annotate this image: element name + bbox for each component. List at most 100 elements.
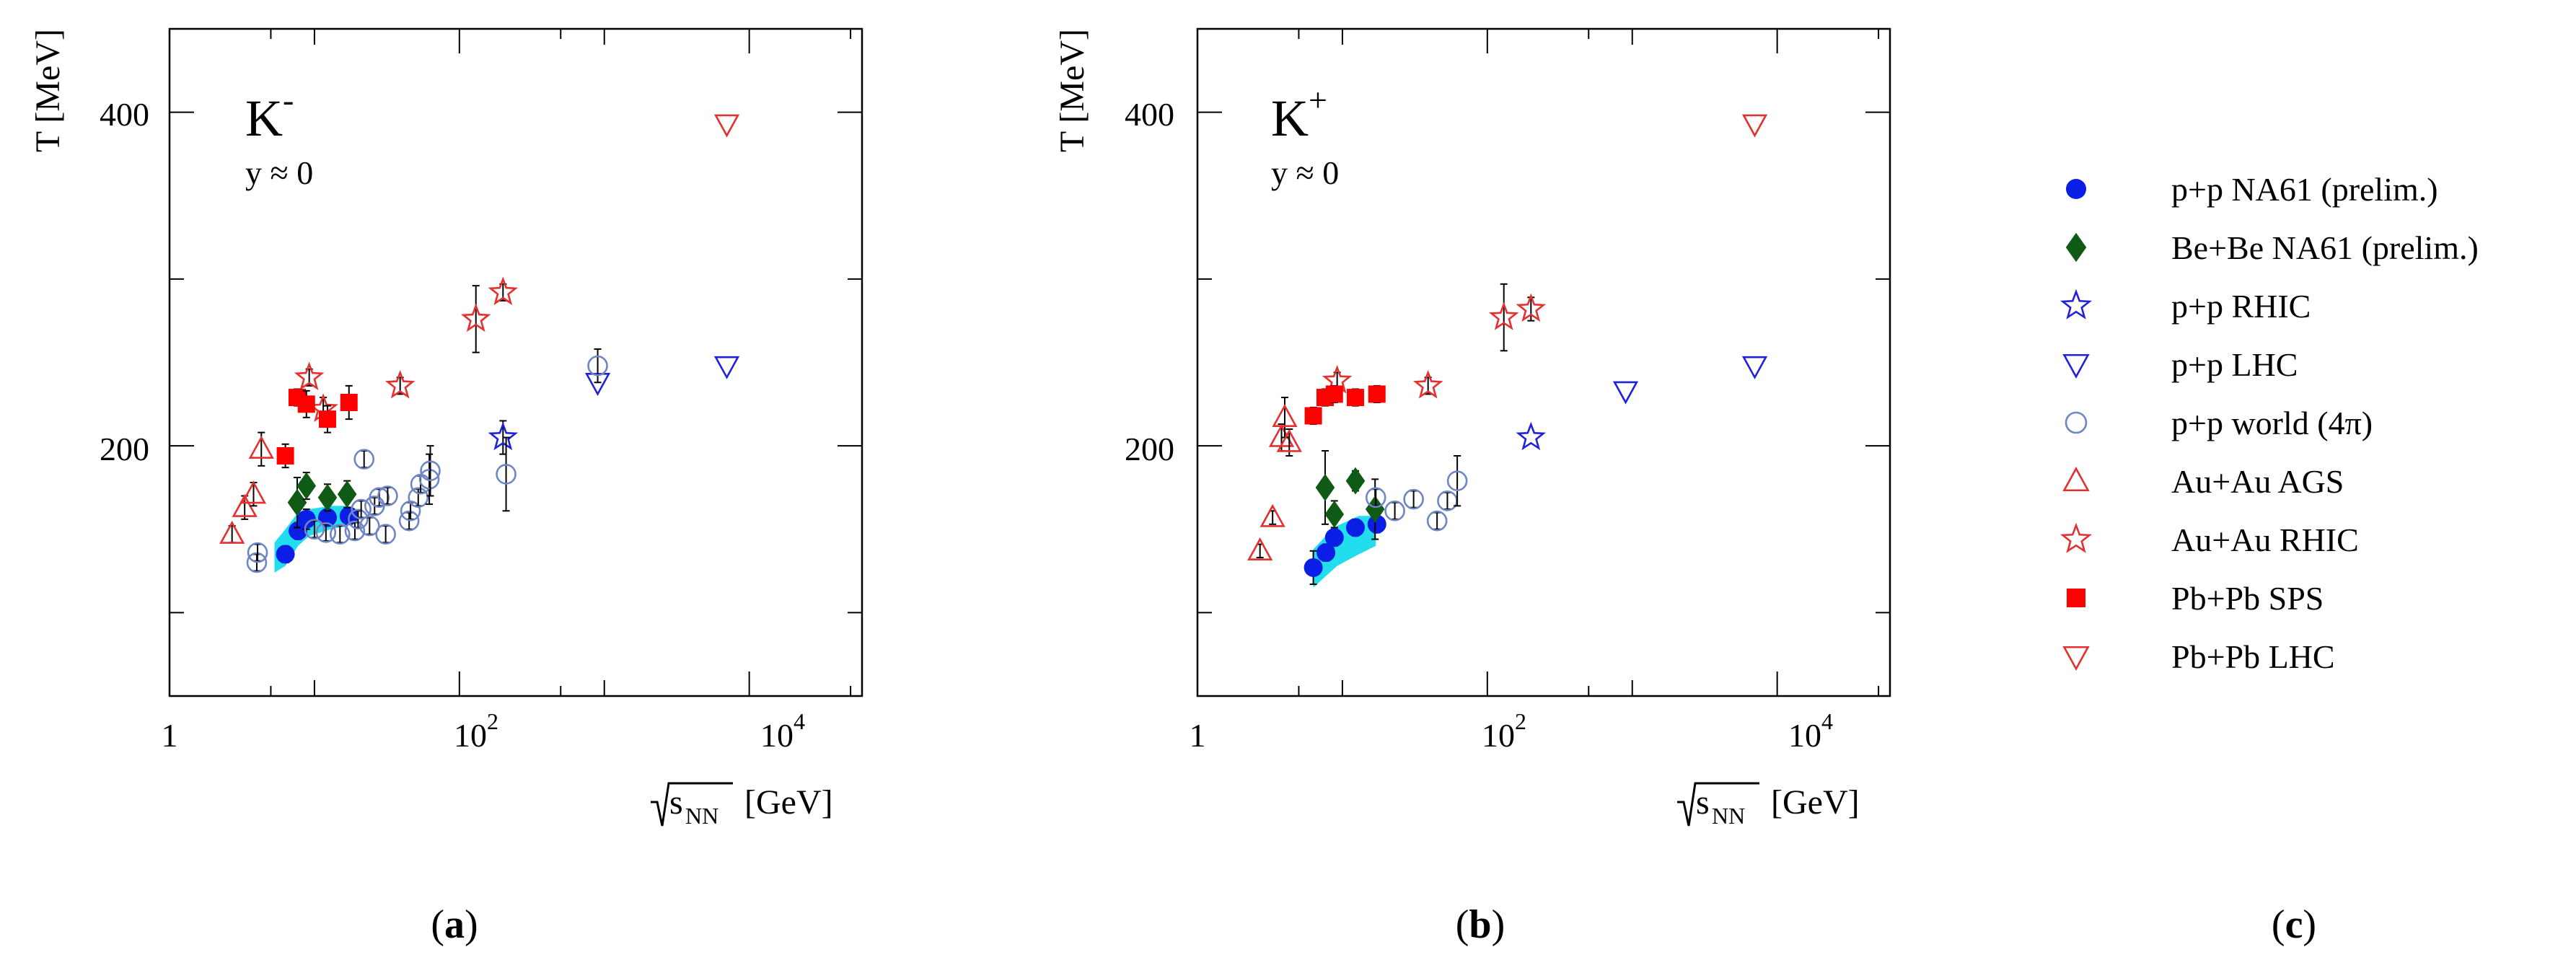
- panel-a-point-be-be-na61-prelim: [287, 488, 307, 516]
- panel-a-point-p-p-world-4: [359, 515, 380, 537]
- panel-a: K- y ≈ 0 T [MeV] 200 400 1 102 104 s NN …: [29, 27, 863, 947]
- panel-a-rapidity-label: y ≈ 0: [245, 154, 313, 191]
- panel-b-series-p-p-world-4: [1365, 455, 1468, 532]
- panel-b-point-be-be-na61-prelim: [1345, 467, 1366, 495]
- panel-a-point-pb-pb-sps: [340, 394, 358, 411]
- panel-b-point-pb-pb-sps: [1325, 385, 1343, 403]
- panel-a-series-p-p-world-4: [246, 348, 608, 573]
- legend-marker-be-be-na61-prelim: [2065, 232, 2087, 263]
- legend-label-4: p+p LHC: [2171, 346, 2298, 383]
- panel-b-point-au-au-rhic: [1516, 293, 1547, 322]
- panel-b: K+ y ≈ 0 T [MeV] 200 400 1 102 104 s NN …: [1053, 27, 1891, 947]
- panel-b-point-p-p-na61-prelim: [1316, 543, 1336, 563]
- panel-a-point-p-p-lhc: [713, 356, 740, 379]
- panel-a-error-bar: [502, 436, 510, 512]
- panel-a-point-pb-pb-lhc: [713, 114, 740, 138]
- panel-a-point-be-be-na61-prelim: [296, 472, 317, 500]
- legend-caption: (c): [2272, 902, 2316, 947]
- legend-marker-p-p-rhic: [2060, 289, 2093, 320]
- panel-b-point-p-p-na61-prelim: [1304, 558, 1323, 577]
- panel-b-series-pb-pb-lhc: [1741, 114, 1768, 138]
- panel-a-point-pb-pb-sps: [276, 447, 294, 464]
- legend-label-5: p+p world (4π): [2171, 405, 2373, 441]
- panel-a-x-tick-label-100: 102: [454, 708, 498, 754]
- panel-a-point-au-au-ags: [219, 520, 245, 544]
- legend-marker-p-p-lhc: [2062, 353, 2090, 379]
- panel-b-series-p-p-lhc: [1612, 356, 1768, 405]
- panel-a-point-pb-pb-sps: [297, 395, 315, 413]
- panel-b-ticks: [1197, 29, 1890, 696]
- panel-b-series-p-p-na61-prelim: [1304, 514, 1386, 586]
- panel-b-x-axis-title-s: s: [1696, 783, 1710, 822]
- panel-b-point-be-be-na61-prelim: [1324, 501, 1345, 528]
- legend-marker-au-au-ags: [2062, 467, 2090, 492]
- panel-b-point-au-au-rhic: [1412, 370, 1443, 399]
- panel-a-x-tick-label-10000: 104: [760, 708, 805, 754]
- legend-marker-pb-pb-sps: [2067, 589, 2085, 607]
- panel-b-error-bar: [1454, 455, 1461, 507]
- panel-b-x-tick-label-100: 102: [1482, 708, 1526, 754]
- panel-a-point-au-au-ags: [248, 435, 274, 459]
- panel-a-particle-label: K-: [245, 82, 294, 147]
- panel-b-point-au-au-rhic: [1488, 301, 1519, 330]
- panel-b-series-au-au-rhic: [1322, 283, 1547, 399]
- panel-a-x-axis-title-root-sign: [651, 782, 733, 827]
- panel-b-point-p-p-na61-prelim: [1345, 518, 1365, 537]
- legend: p+p NA61 (prelim.) Be+Be NA61 (prelim.) …: [2060, 171, 2479, 947]
- panel-a-series-pb-pb-lhc: [713, 114, 740, 138]
- panel-a-point-p-p-world-4: [420, 460, 441, 482]
- panel-a-error-bar: [426, 445, 434, 497]
- panel-b-plot-layer: [1196, 27, 1891, 697]
- panel-a-series-au-au-rhic: [294, 276, 519, 422]
- panel-a-point-p-p-world-4: [369, 487, 390, 508]
- panel-b-point-au-au-ags: [1276, 428, 1302, 452]
- panel-b-point-pb-pb-sps: [1346, 389, 1364, 407]
- panel-b-series-au-au-ags: [1247, 397, 1302, 561]
- panel-b-point-p-p-lhc: [1741, 356, 1768, 379]
- legend-label-8: Pb+Pb SPS: [2171, 580, 2324, 617]
- panel-a-y-tick-label-200: 200: [100, 431, 149, 467]
- panel-a-plot-layer: [168, 27, 863, 697]
- panel-b-particle-label: K+: [1271, 82, 1327, 147]
- panel-b-series-p-p-rhic: [1516, 421, 1547, 451]
- panel-a-y-tick-label-400: 400: [100, 96, 149, 133]
- panel-b-point-p-p-world-4: [1446, 470, 1468, 491]
- panel-b-point-au-au-ags: [1247, 537, 1273, 561]
- panel-a-caption: (a): [431, 902, 478, 947]
- panel-a-series-pb-pb-sps: [276, 384, 358, 469]
- panel-a-plot-frame: [168, 27, 863, 697]
- panel-a-point-p-p-world-4: [304, 519, 325, 540]
- panel-a-point-p-p-world-4: [315, 522, 337, 543]
- panel-a-point-au-au-rhic: [384, 370, 416, 399]
- panel-a-error-bar: [472, 285, 480, 353]
- panel-b-x-axis-title-sub: NN: [1712, 803, 1745, 829]
- panel-b-point-be-be-na61-prelim: [1315, 474, 1335, 501]
- legend-label-9: Pb+Pb LHC: [2171, 638, 2335, 675]
- panel-a-point-p-p-world-4: [408, 487, 429, 508]
- panel-a-point-p-p-na61-prelim: [317, 508, 337, 527]
- legend-label-1: p+p NA61 (prelim.): [2171, 171, 2438, 208]
- panel-b-series-be-be-na61-prelim: [1315, 450, 1385, 540]
- panel-a-point-p-p-world-4: [246, 552, 268, 573]
- panel-a-point-be-be-na61-prelim: [337, 480, 357, 508]
- panel-b-rapidity-label: y ≈ 0: [1271, 154, 1339, 191]
- legend-label-6: Au+Au AGS: [2171, 463, 2344, 500]
- panel-a-point-p-p-world-4: [398, 510, 420, 532]
- panel-a-point-p-p-rhic: [488, 421, 519, 451]
- legend-marker-au-au-rhic: [2060, 522, 2093, 553]
- panel-a-point-pb-pb-sps: [318, 410, 336, 428]
- panel-a-x-axis-title: s NN [GeV]: [651, 782, 833, 829]
- panel-b-y-axis-title: T [MeV]: [1053, 29, 1091, 152]
- panel-a-x-axis-title-sub: NN: [685, 803, 718, 829]
- legend-marker-p-p-na61-prelim: [2066, 179, 2086, 199]
- panel-a-point-p-p-na61-prelim: [276, 545, 295, 564]
- panel-a-error-bar: [594, 348, 602, 384]
- panel-b-y-tick-label-200: 200: [1125, 431, 1174, 467]
- panel-a-point-p-p-world-4: [351, 498, 372, 520]
- legend-label-7: Au+Au RHIC: [2171, 521, 2359, 558]
- panel-b-y-tick-label-400: 400: [1125, 96, 1174, 133]
- panel-a-point-p-p-world-4: [418, 469, 440, 490]
- panel-a-series-be-be-na61-prelim: [287, 472, 357, 529]
- panel-a-point-p-p-world-4: [329, 524, 351, 545]
